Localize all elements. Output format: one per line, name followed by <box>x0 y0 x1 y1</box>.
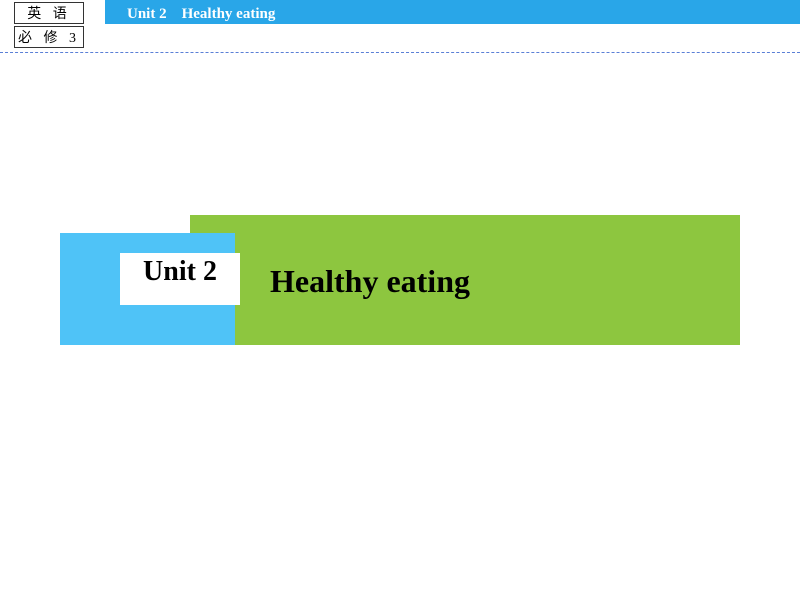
top-bar-title: Unit 2 Healthy eating <box>127 2 275 23</box>
title-banner: Unit 2 Healthy eating <box>60 215 740 345</box>
banner-title: Healthy eating <box>270 263 470 300</box>
subject-label-text: 英 语 <box>27 3 71 23</box>
subject-label: 英 语 <box>14 2 84 24</box>
divider <box>0 52 800 53</box>
book-label-text: 必 修 3 <box>18 27 80 47</box>
top-bar: Unit 2 Healthy eating <box>105 0 800 24</box>
book-label: 必 修 3 <box>14 26 84 48</box>
unit-label: Unit 2 <box>120 255 240 289</box>
